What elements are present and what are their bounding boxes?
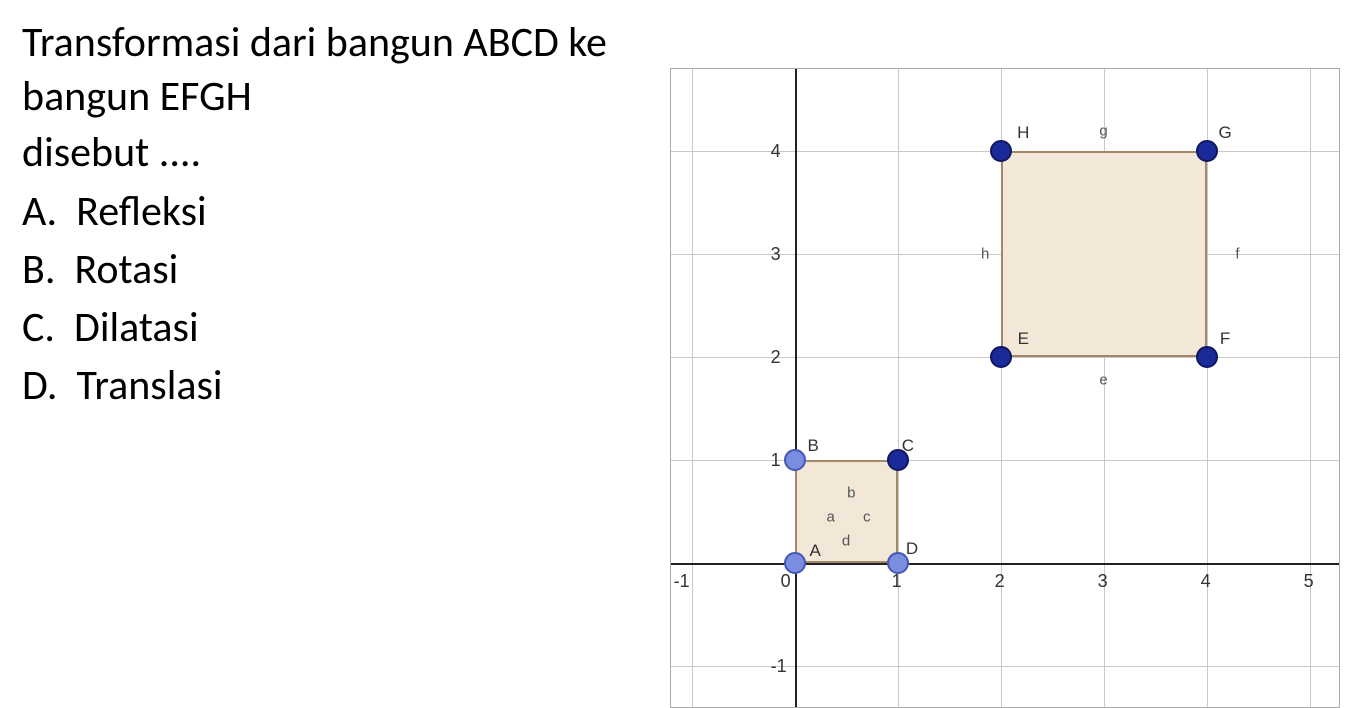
option-text: Refleksi bbox=[76, 186, 207, 237]
point-F bbox=[1196, 346, 1218, 368]
point-label-H: H bbox=[1017, 123, 1029, 143]
option-text: Translasi bbox=[76, 360, 222, 411]
option-letter: C. bbox=[22, 302, 55, 353]
question-panel: Transformasi dari bangun ABCD ke bangun … bbox=[0, 0, 680, 708]
x-tick-4: 4 bbox=[1201, 571, 1211, 592]
x-axis bbox=[671, 563, 1339, 565]
option-a[interactable]: A. Refleksi bbox=[22, 183, 670, 241]
coordinate-graph: A B C Dabcd E F G He f g h -1 0 1 2 3 4 5 -1 1 2 3 4 bbox=[670, 68, 1340, 708]
edge-label-h: h bbox=[981, 246, 989, 263]
edge-label-c: c bbox=[863, 509, 871, 526]
edge-label-g: g bbox=[1099, 122, 1107, 139]
y-tick-1: 1 bbox=[771, 450, 781, 471]
point-label-F: F bbox=[1220, 329, 1230, 349]
point-label-C: C bbox=[902, 436, 914, 456]
gridline-v bbox=[1207, 69, 1208, 707]
x-tick-1: 1 bbox=[892, 571, 902, 592]
point-label-E: E bbox=[1018, 329, 1029, 349]
edge-label-a: a bbox=[826, 509, 834, 526]
option-text: Dilatasi bbox=[74, 302, 199, 353]
shape-EFGH bbox=[1001, 151, 1207, 357]
point-H bbox=[990, 140, 1012, 162]
point-label-D: D bbox=[906, 539, 918, 559]
y-tick-3: 3 bbox=[771, 244, 781, 265]
y-tick-2: 2 bbox=[771, 347, 781, 368]
point-label-G: G bbox=[1219, 123, 1232, 143]
point-B bbox=[784, 449, 806, 471]
y-axis bbox=[795, 69, 797, 707]
question-line1: Transformasi dari bangun ABCD ke bangun … bbox=[22, 16, 670, 124]
option-letter: A. bbox=[22, 186, 57, 237]
option-text: Rotasi bbox=[74, 244, 178, 295]
x-tick-5: 5 bbox=[1304, 571, 1314, 592]
x-tick-3: 3 bbox=[1098, 571, 1108, 592]
x-tick-2: 2 bbox=[995, 571, 1005, 592]
x-tick--1: -1 bbox=[674, 571, 690, 592]
option-letter: B. bbox=[22, 244, 55, 295]
point-label-A: A bbox=[810, 541, 821, 561]
edge-label-b: b bbox=[847, 485, 855, 502]
y-tick-4: 4 bbox=[771, 141, 781, 162]
edge-label-f: f bbox=[1235, 246, 1239, 263]
point-E bbox=[990, 346, 1012, 368]
gridline-v bbox=[1310, 69, 1311, 707]
point-G bbox=[1196, 140, 1218, 162]
option-c[interactable]: C. Dilatasi bbox=[22, 299, 670, 357]
gridline-v bbox=[692, 69, 693, 707]
edge-label-e: e bbox=[1099, 372, 1107, 389]
y-tick--1: -1 bbox=[771, 656, 787, 677]
gridline-v bbox=[898, 69, 899, 707]
option-d[interactable]: D. Translasi bbox=[22, 357, 670, 415]
question-line2: disebut .... bbox=[22, 126, 670, 180]
option-b[interactable]: B. Rotasi bbox=[22, 241, 670, 299]
edge-label-d: d bbox=[842, 532, 850, 549]
options-list: A. Refleksi B. Rotasi C. Dilatasi D. Tra… bbox=[22, 183, 670, 415]
option-letter: D. bbox=[22, 360, 57, 411]
point-label-B: B bbox=[807, 436, 818, 456]
x-tick-0: 0 bbox=[781, 571, 791, 592]
